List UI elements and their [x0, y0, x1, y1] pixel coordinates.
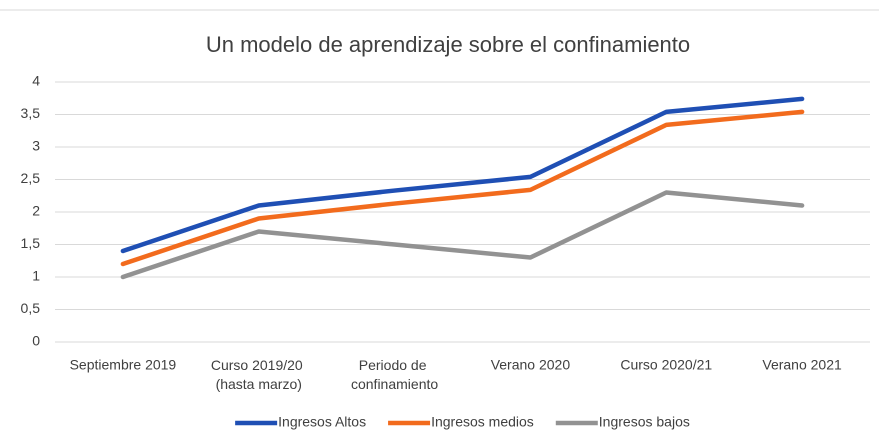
x-tick-label: Curso 2020/21 — [620, 357, 712, 373]
y-tick-label: 3 — [32, 138, 40, 154]
x-tick-label: Curso 2019/20 (hasta marzo) — [211, 357, 307, 392]
series-line — [120, 190, 805, 280]
y-tick-label: 1,5 — [21, 235, 41, 251]
series-line — [120, 109, 805, 267]
legend-label: Ingresos medios — [431, 414, 534, 430]
x-tick-label: Verano 2021 — [762, 357, 842, 373]
y-tick-label: 4 — [32, 73, 40, 89]
legend: Ingresos Altos Ingresos medios Ingresos ba… — [235, 414, 690, 430]
series-line — [120, 96, 805, 254]
y-tick-label: 2,5 — [21, 170, 41, 186]
x-tick-label: Verano 2020 — [491, 357, 571, 373]
y-tick-label: 0 — [32, 333, 40, 349]
legend-label: Ingresos Altos — [278, 414, 366, 430]
x-tick-label: Periodo de confinamiento — [351, 357, 438, 392]
y-tick-label: 2 — [32, 203, 40, 219]
y-tick-label: 3,5 — [21, 105, 41, 121]
chart-title: Un modelo de aprendizaje sobre el confin… — [206, 32, 690, 57]
x-tick-label: Septiembre 2019 — [70, 357, 177, 373]
legend-label: Ingresos bajos — [599, 414, 690, 430]
y-tick-label: 0,5 — [21, 300, 41, 316]
y-tick-label: 1 — [32, 268, 40, 284]
